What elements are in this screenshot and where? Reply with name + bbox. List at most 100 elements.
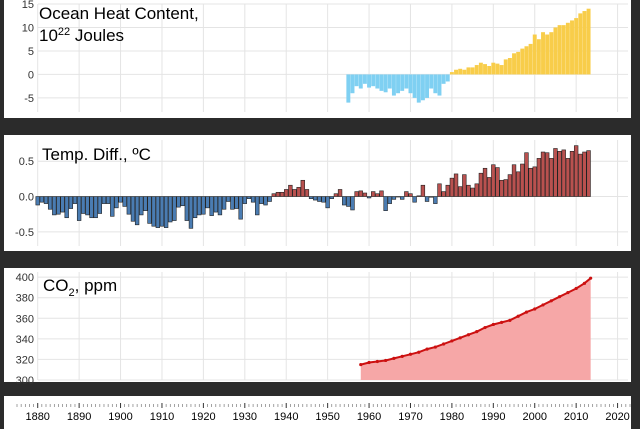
- temperature-bar: [139, 196, 144, 216]
- co2-point: [549, 299, 553, 303]
- ocean-heat-bar: [487, 65, 492, 75]
- temperature-bar: [453, 173, 459, 197]
- ocean-heat-bar: [367, 74, 372, 88]
- temperature-bar: [358, 190, 363, 197]
- year-axis-background: [4, 396, 631, 429]
- ocean-heat-bar: [387, 74, 392, 89]
- ocean-heat-bar: [574, 18, 579, 75]
- ocean-heat-bar: [565, 22, 570, 75]
- ocean-heat-bar: [449, 72, 454, 75]
- temperature-bar: [333, 193, 339, 197]
- temperature-bar: [495, 167, 500, 197]
- temperature-bar: [383, 196, 388, 211]
- ocean-heat-bar: [557, 25, 562, 75]
- x-tick-label: 2000: [522, 411, 546, 423]
- ocean-heat-bar: [516, 51, 521, 75]
- co2-point: [475, 330, 479, 334]
- temperature-bar: [557, 151, 562, 197]
- temperature-bar: [97, 196, 103, 214]
- temperature-bar: [371, 191, 376, 197]
- ocean-heat-bar: [445, 74, 450, 82]
- temperature-bar: [408, 193, 413, 197]
- ocean-heat-bar: [570, 20, 574, 75]
- co2-point: [541, 303, 545, 307]
- temperature-bar: [416, 195, 421, 197]
- ocean-heat-bar: [586, 8, 591, 75]
- temperature-bar: [76, 196, 82, 221]
- temperature-bar: [544, 152, 550, 197]
- ocean-heat-bar: [512, 53, 516, 75]
- x-tick-label: 1980: [440, 411, 464, 423]
- ocean-heat-bar: [532, 34, 537, 75]
- temperature-bar: [350, 196, 355, 211]
- temperature-bar: [445, 184, 450, 197]
- temperature-bar: [192, 196, 198, 219]
- y-tick-label: -5: [24, 93, 34, 105]
- ocean-heat-bar: [466, 67, 471, 75]
- temperature-bar: [317, 196, 322, 202]
- temperature-bar: [35, 196, 40, 206]
- temperature-bar: [449, 177, 455, 197]
- temperature-bar: [586, 150, 591, 197]
- ocean-heat-bar: [441, 74, 446, 84]
- ocean-heat-bar: [524, 46, 529, 75]
- temperature-bar: [180, 196, 185, 207]
- temperature-bar: [242, 196, 247, 204]
- temperature-bar: [573, 145, 579, 197]
- temperature-bar: [346, 196, 351, 207]
- x-tick-label: 1960: [357, 411, 381, 423]
- temperature-bar: [429, 196, 434, 198]
- x-tick-label: 1930: [233, 411, 257, 423]
- temperature-bar: [230, 196, 235, 210]
- ocean-heat-bar: [470, 67, 475, 75]
- y-tick-label: 340: [16, 334, 34, 346]
- temperature-bar: [105, 196, 111, 204]
- temperature-bar: [163, 196, 169, 228]
- ocean-heat-bar: [391, 74, 396, 96]
- temperature-bar: [321, 196, 326, 203]
- ocean-heat-bar: [528, 43, 533, 75]
- temperature-bar: [520, 163, 525, 197]
- y-tick-label: 15: [22, 0, 34, 11]
- temperature-bar: [499, 179, 504, 197]
- temperature-bar: [491, 164, 496, 197]
- ocean-heat-bar: [425, 74, 430, 98]
- temperature-bar: [279, 191, 285, 197]
- x-tick-label: 1970: [398, 411, 422, 423]
- y-tick-label: 0: [28, 69, 34, 81]
- y-tick-label: 300: [16, 375, 34, 387]
- temperature-bar: [263, 196, 268, 206]
- temperature-bar: [155, 196, 160, 228]
- ocean-heat-bar: [412, 74, 417, 98]
- ocean-heat-bar: [371, 74, 376, 87]
- co2-point: [466, 333, 471, 337]
- temperature-bar: [172, 196, 177, 221]
- co2-point: [392, 356, 396, 360]
- temperature-bar: [549, 158, 554, 197]
- temperature-bar: [64, 196, 69, 219]
- y-tick-label: 400: [16, 272, 34, 284]
- temperature-bar: [205, 196, 210, 209]
- temperature-bar: [267, 196, 272, 202]
- temperature-bar: [68, 196, 74, 209]
- co2-point: [533, 307, 537, 311]
- temperature-bar: [329, 196, 334, 199]
- temperature-bar: [114, 196, 119, 209]
- temperature-bar: [39, 196, 45, 203]
- y-tick-label: 320: [16, 354, 34, 366]
- temperature-bar: [516, 171, 521, 197]
- ocean-heat-bar: [408, 74, 413, 94]
- co2-panel: 400 380 360 340 320 300 CO2, ppm: [4, 268, 631, 387]
- temperature-bar: [234, 196, 239, 209]
- temperature-bar: [184, 196, 189, 221]
- ocean-heat-bar: [503, 59, 508, 75]
- temperature-bar: [101, 196, 107, 204]
- temperature-bar: [47, 196, 53, 210]
- temperature-bar: [226, 196, 231, 202]
- temperature-bar: [507, 174, 513, 197]
- ocean-heat-bar: [362, 74, 367, 84]
- temperature-bar: [462, 174, 467, 197]
- ocean-heat-bar: [561, 25, 566, 75]
- co2-point: [367, 360, 371, 365]
